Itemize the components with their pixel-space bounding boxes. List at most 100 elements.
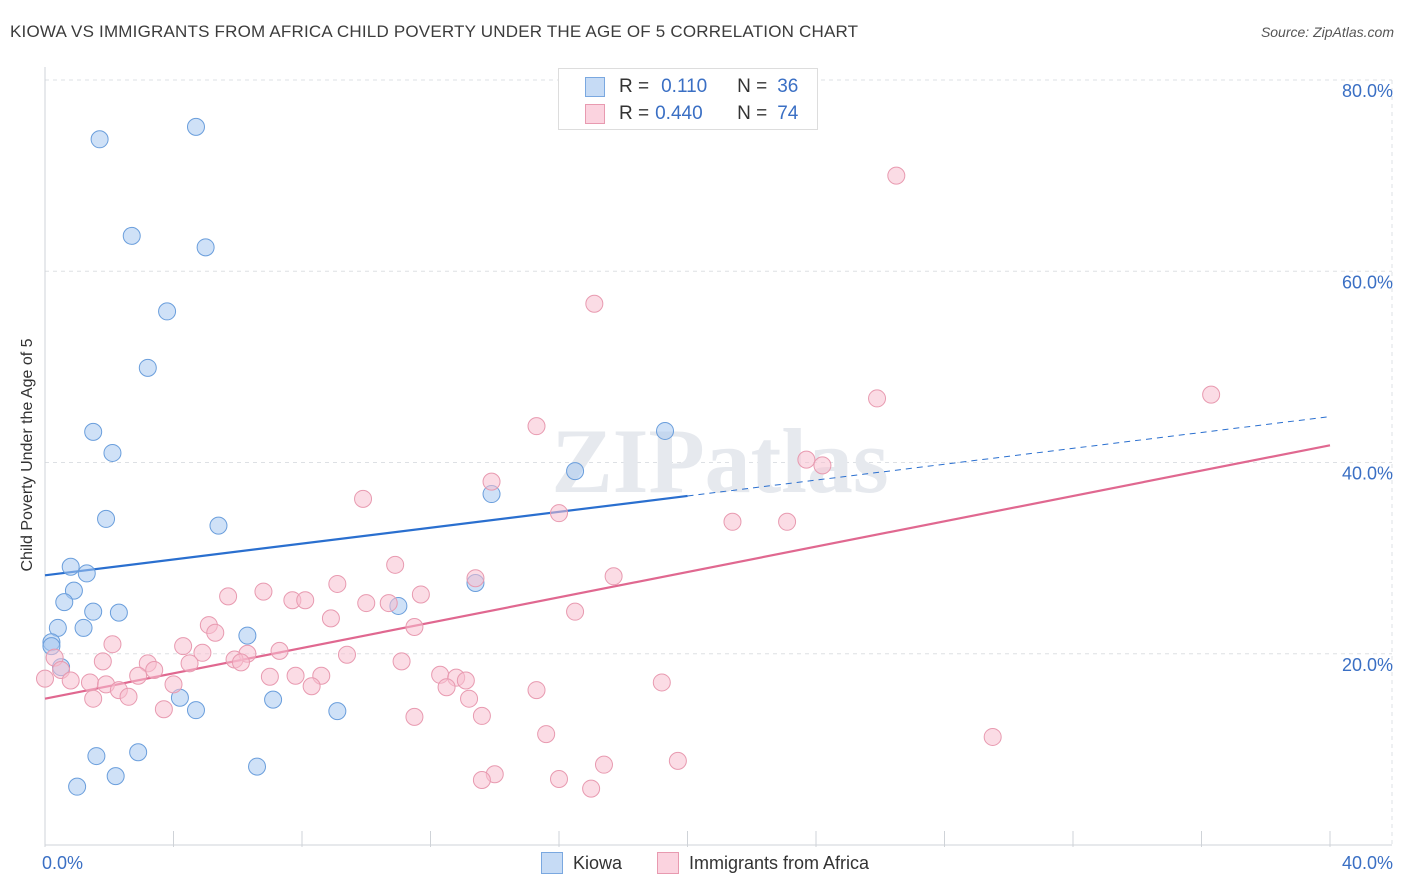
africa-point: [321, 609, 340, 628]
africa-point: [887, 166, 906, 185]
legend-item-africa[interactable]: Immigrants from Africa: [657, 852, 869, 874]
africa-swatch: [657, 852, 679, 874]
africa-point: [582, 779, 601, 798]
n-value: 36: [777, 76, 799, 97]
kiowa-point: [97, 509, 116, 528]
kiowa-point: [238, 626, 257, 645]
x-tick-label: 40.0%: [1342, 853, 1393, 873]
africa-point: [392, 652, 411, 671]
kiowa-point: [196, 238, 215, 257]
kiowa-swatch: [541, 852, 563, 874]
trend-lines: [44, 416, 1331, 700]
africa-point: [527, 681, 546, 700]
y-tick-label: 80.0%: [1342, 81, 1393, 101]
africa-point: [868, 389, 887, 408]
kiowa-point: [55, 593, 74, 612]
kiowa-point: [68, 777, 87, 796]
kiowa-point: [109, 603, 128, 622]
kiowa-swatch: [585, 77, 605, 97]
series-legend: Kiowa Immigrants from Africa: [0, 852, 1406, 876]
kiowa-point: [129, 743, 148, 762]
kiowa-point: [248, 757, 267, 776]
africa-point: [652, 673, 671, 692]
africa-point: [1202, 385, 1221, 404]
africa-point: [566, 602, 585, 621]
africa-point: [460, 689, 479, 708]
kiowa-point: [566, 462, 585, 481]
kiowa-point: [264, 690, 283, 709]
africa-point: [93, 652, 112, 671]
y-tick-label: 20.0%: [1342, 655, 1393, 675]
africa-point: [537, 725, 556, 744]
kiowa-point: [64, 581, 83, 600]
kiowa-point: [122, 226, 141, 245]
africa-point: [357, 594, 376, 613]
kiowa-point: [138, 358, 157, 377]
n-label: N =: [737, 103, 768, 124]
africa-point: [231, 653, 250, 672]
kiowa-point: [328, 702, 347, 721]
africa-point: [296, 591, 315, 610]
africa-point: [604, 567, 623, 586]
africa-point: [84, 689, 103, 708]
r-label: R =: [619, 103, 650, 124]
kiowa-point: [103, 443, 122, 462]
kiowa-point: [84, 422, 103, 441]
africa-point: [61, 671, 80, 690]
africa-point: [482, 472, 501, 491]
chart-title: KIOWA VS IMMIGRANTS FROM AFRICA CHILD PO…: [10, 22, 859, 41]
stats-row-kiowa: R = 0.110 N = 36: [585, 75, 798, 99]
data-points: [36, 117, 1221, 798]
legend-item-kiowa[interactable]: Kiowa: [541, 852, 622, 874]
africa-point: [550, 770, 568, 789]
africa-swatch: [585, 104, 605, 124]
africa-point: [180, 654, 199, 673]
kiowa-point: [61, 557, 80, 576]
r-value: 0.110: [661, 76, 708, 97]
kiowa-point: [209, 516, 228, 535]
africa-point: [778, 512, 797, 531]
africa-point: [103, 635, 122, 654]
africa-point: [354, 489, 373, 508]
africa-point: [797, 450, 816, 469]
r-value: 0.440: [655, 103, 703, 124]
africa-point: [379, 594, 398, 613]
kiowa-point: [186, 117, 205, 136]
stats-row-africa: R = 0.440 N = 74: [585, 102, 798, 126]
africa-point: [286, 666, 305, 685]
africa-point: [302, 677, 321, 696]
africa-point: [328, 574, 347, 593]
africa-point: [164, 675, 183, 694]
y-tick-label: 40.0%: [1342, 464, 1393, 484]
africa-point: [386, 555, 405, 574]
kiowa-trend-line: [44, 494, 688, 577]
y-axis-label: Child Poverty Under the Age of 5: [19, 338, 36, 572]
africa-trend-line: [44, 444, 1331, 700]
africa-point: [405, 617, 424, 636]
africa-point: [193, 643, 212, 662]
africa-point: [668, 751, 687, 770]
africa-point: [36, 669, 54, 688]
africa-point: [472, 706, 491, 725]
africa-point: [472, 770, 491, 789]
africa-point: [983, 727, 1002, 746]
stats-legend: R = 0.110 N = 36 R = 0.440 N = 74: [558, 68, 818, 130]
africa-point: [437, 678, 456, 697]
kiowa-point: [186, 701, 205, 720]
watermark: ZIPatlas: [551, 410, 888, 512]
africa-point: [337, 645, 356, 664]
africa-point: [411, 585, 430, 604]
africa-point: [550, 504, 568, 523]
r-label: R =: [619, 76, 650, 97]
africa-point: [405, 707, 424, 726]
kiowa-point: [74, 618, 93, 637]
africa-point: [527, 417, 546, 436]
source-credit: Source: ZipAtlas.com: [1260, 24, 1394, 40]
axes: [44, 67, 1392, 847]
africa-point: [129, 666, 148, 685]
africa-point: [594, 755, 613, 774]
kiowa-trend-extension: [687, 416, 1331, 497]
africa-point: [270, 641, 289, 660]
kiowa-point: [84, 602, 103, 621]
